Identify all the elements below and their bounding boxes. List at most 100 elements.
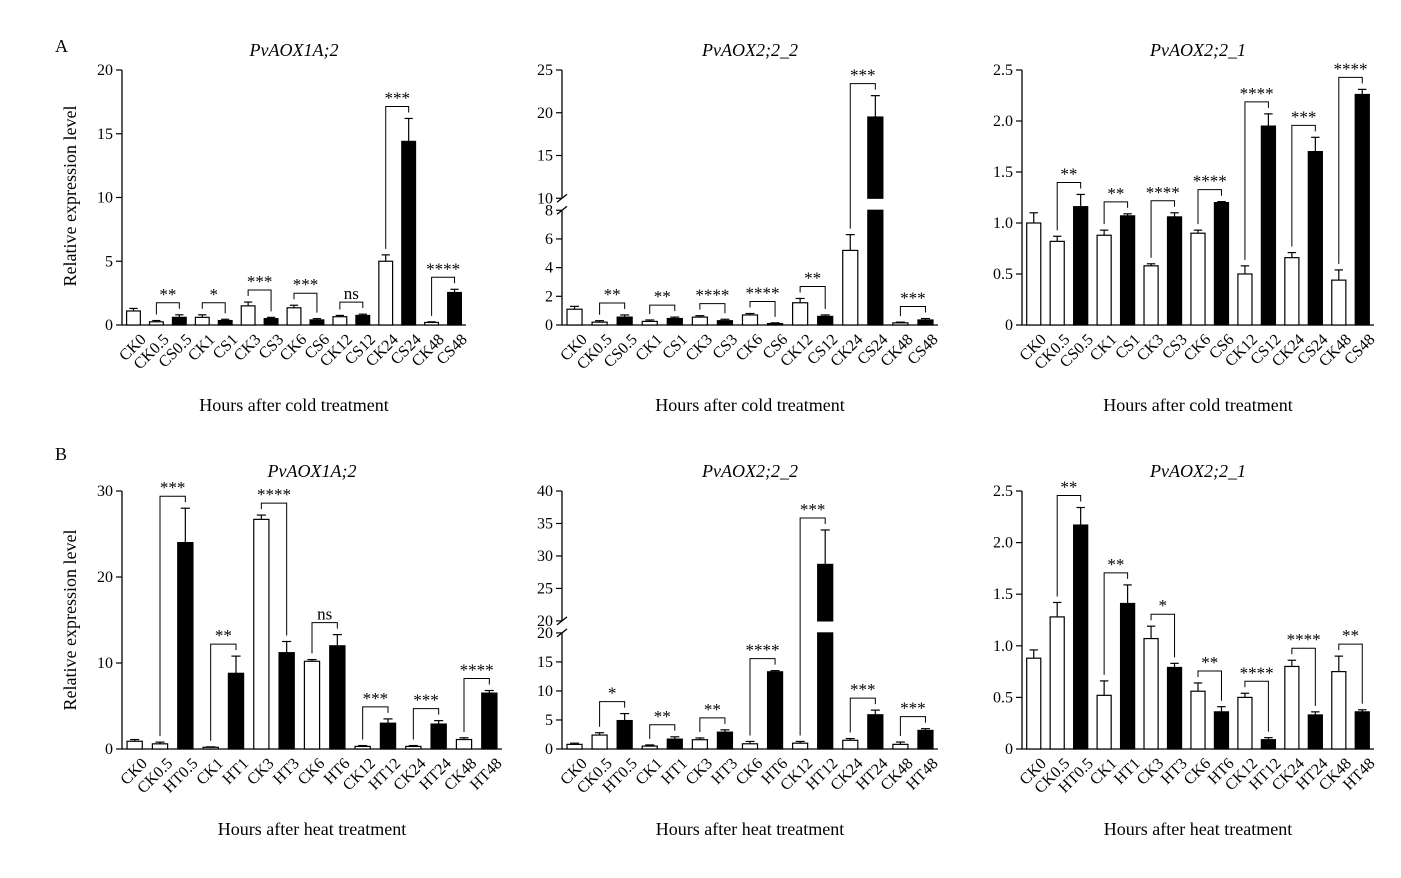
- bar: [1143, 265, 1159, 326]
- chart-title: PvAOX2;2_1: [1149, 40, 1246, 60]
- x-tick-label: CS3: [710, 331, 742, 363]
- y-tick-label: 2.5: [993, 483, 1013, 500]
- y-tick-label: 6: [545, 231, 553, 248]
- bar: [278, 652, 295, 750]
- bar: [379, 722, 397, 750]
- chart-a-pvaox22-2: PvAOX2;2_20246810152025CK0CK0.5CS0.5CK1C…: [537, 40, 942, 415]
- bar: [355, 314, 371, 326]
- significance-label: ***: [850, 680, 876, 699]
- y-tick-label: 2.0: [993, 535, 1013, 552]
- significance-bracket: [849, 697, 876, 733]
- bar: [378, 260, 394, 326]
- bar: [263, 318, 279, 326]
- bar: [286, 307, 302, 326]
- bar: [481, 692, 498, 750]
- y-tick-label: 0: [1005, 741, 1013, 758]
- bar: [171, 316, 187, 326]
- bar: [1190, 690, 1206, 750]
- y-tick-label: 25: [537, 580, 553, 597]
- significance-label: ns: [344, 284, 359, 303]
- significance-label: **: [215, 626, 232, 645]
- y-axis-label-a: Relative expression level: [60, 106, 80, 287]
- y-tick-label: 15: [537, 654, 553, 671]
- significance-bracket: [1103, 572, 1129, 675]
- significance-bracket: [1150, 613, 1176, 658]
- bar: [591, 734, 608, 750]
- significance-bracket: [1244, 680, 1269, 732]
- y-tick-label: 35: [537, 515, 553, 532]
- chart-title: PvAOX2;2_2: [701, 40, 798, 60]
- bar: [217, 319, 233, 326]
- significance-label: ****: [1334, 59, 1368, 78]
- significance-label: ****: [1193, 172, 1227, 191]
- bar: [892, 322, 909, 326]
- y-tick-label: 20: [537, 625, 553, 642]
- significance-label: ****: [746, 641, 780, 660]
- bar: [1166, 666, 1183, 750]
- significance-bracket: [463, 678, 490, 732]
- bar: [666, 738, 683, 750]
- significance-label: **: [1107, 184, 1124, 203]
- significance-label: **: [1342, 626, 1359, 645]
- significance-label: **: [654, 707, 671, 726]
- bar: [1354, 711, 1370, 750]
- significance-bracket: [1103, 201, 1129, 225]
- bar: [151, 743, 169, 750]
- significance-label: ****: [1287, 630, 1321, 649]
- significance-label: ***: [800, 500, 826, 519]
- chart-a-pvaox1a2: PvAOX1A;205101520CK0CK0.5CS0.5CK1CS1CK3C…: [97, 40, 471, 415]
- y-tick-label: 15: [537, 148, 553, 165]
- y-tick-label: 30: [97, 483, 113, 500]
- bar: [1026, 657, 1042, 750]
- significance-label: ****: [695, 286, 729, 305]
- significance-label: **: [1060, 164, 1077, 183]
- significance-bracket: [1056, 495, 1082, 597]
- y-tick-label: 1.0: [993, 215, 1013, 232]
- y-tick-label: 0: [1005, 317, 1013, 334]
- y-tick-label: 5: [545, 712, 553, 729]
- significance-bracket: [1291, 647, 1316, 706]
- chart-a-pvaox22-1: PvAOX2;2_100.51.01.52.02.5CK0CK0.5CS0.5C…: [993, 40, 1378, 415]
- bar: [691, 739, 708, 750]
- y-tick-label: 20: [537, 613, 553, 630]
- bar: [1096, 234, 1112, 326]
- bar: [1143, 637, 1159, 750]
- x-tick-label: CS1: [659, 331, 691, 363]
- significance-label: ****: [746, 284, 780, 303]
- significance-bracket: [412, 708, 440, 740]
- y-tick-label: 25: [537, 62, 553, 79]
- significance-bracket: [899, 306, 926, 317]
- bar: [817, 315, 834, 326]
- bar: [1213, 711, 1230, 750]
- significance-bracket: [260, 502, 288, 636]
- significance-label: **: [1201, 653, 1218, 672]
- y-tick-label: 15: [97, 126, 113, 143]
- x-axis-label: Hours after cold treatment: [655, 395, 844, 415]
- bar: [616, 719, 633, 750]
- significance-bracket: [749, 658, 776, 736]
- significance-label: ***: [293, 275, 319, 294]
- significance-bracket: [699, 303, 726, 314]
- bar: [1119, 215, 1136, 326]
- bar: [766, 322, 784, 326]
- significance-label: ****: [1240, 663, 1274, 682]
- bar-lower-segment: [867, 209, 884, 326]
- bar: [430, 723, 447, 750]
- bar: [1284, 665, 1300, 750]
- chart-title: PvAOX2;2_2: [701, 461, 798, 481]
- bar: [1331, 670, 1347, 750]
- y-tick-label: 0: [545, 741, 553, 758]
- bar: [1073, 206, 1089, 326]
- x-tick-label: CK6: [295, 755, 328, 788]
- significance-bracket: [1291, 124, 1316, 247]
- chart-b-pvaox22-2: PvAOX2;2_2051015202025303540CK0CK0.5HT0.…: [537, 461, 942, 839]
- significance-label: ***: [247, 272, 273, 291]
- significance-label: **: [159, 285, 176, 304]
- bar: [842, 249, 859, 326]
- y-tick-label: 0: [105, 741, 113, 758]
- y-tick-label: 0.5: [993, 266, 1013, 283]
- significance-label: ***: [384, 88, 410, 107]
- significance-label: ns: [317, 605, 332, 624]
- significance-bracket: [362, 706, 389, 740]
- bar: [566, 308, 583, 326]
